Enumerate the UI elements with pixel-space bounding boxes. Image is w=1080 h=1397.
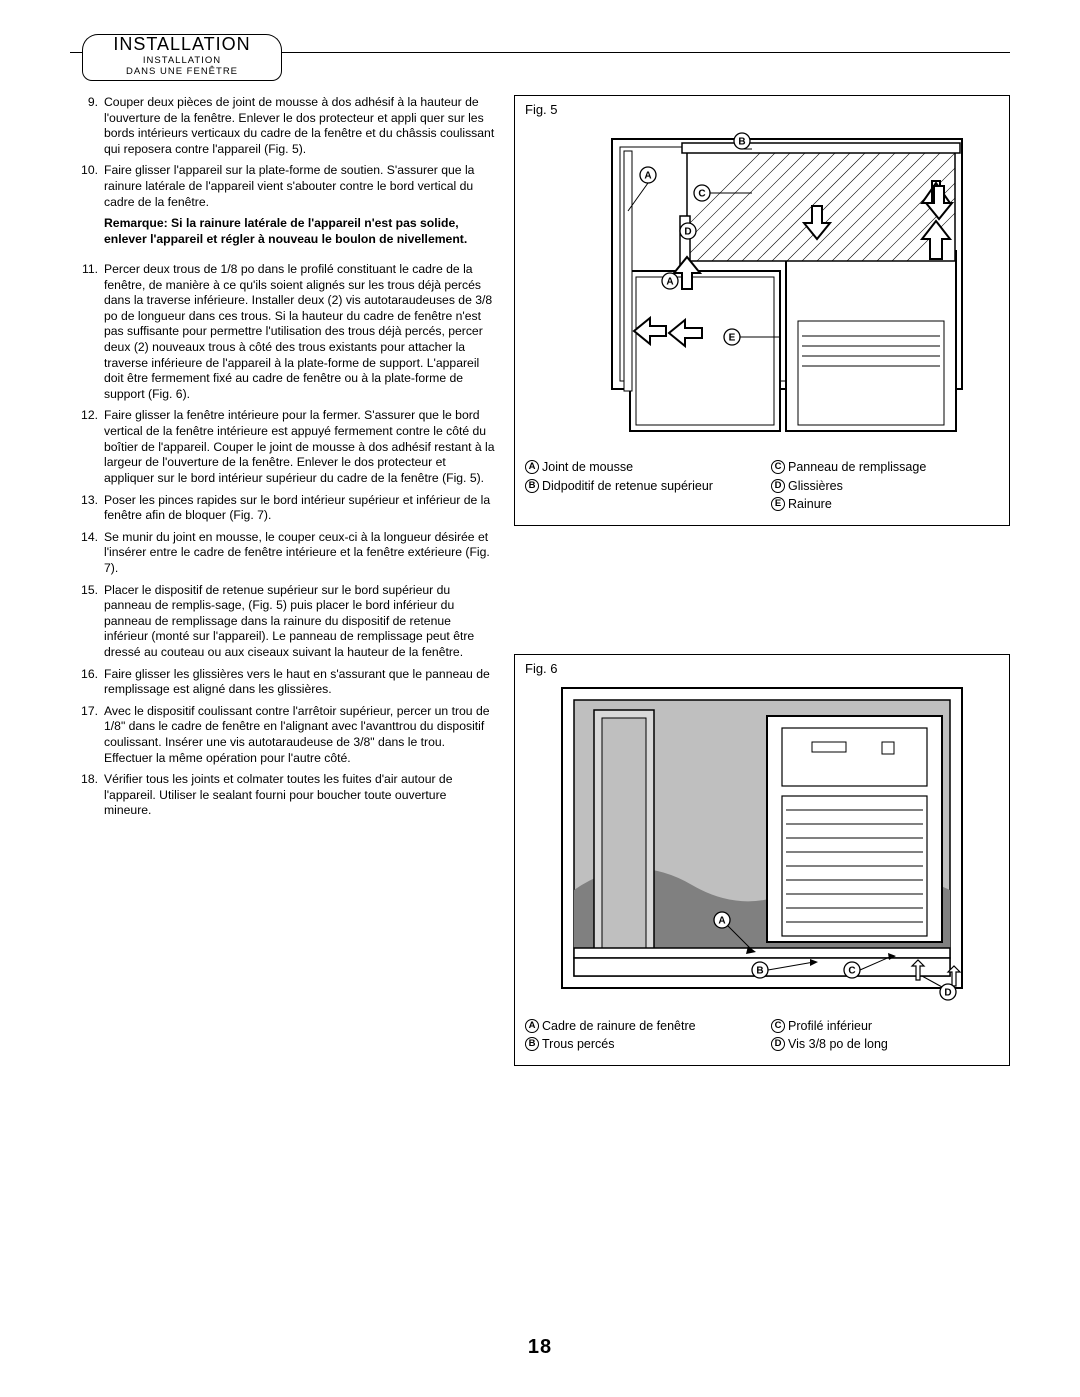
figure-5: Fig. 5 xyxy=(514,95,1010,526)
svg-text:A: A xyxy=(666,277,673,288)
legend-key-icon: C xyxy=(771,460,785,474)
step-text: Faire glisser l'appareil sur la plate-fo… xyxy=(104,163,496,210)
legend-key-icon: E xyxy=(771,497,785,511)
legend-text: Didpoditif de retenue supérieur xyxy=(542,478,713,496)
step-item: 18.Vérifier tous les joints et colmater … xyxy=(78,772,496,819)
figures-column: Fig. 5 xyxy=(514,95,1010,1094)
svg-text:C: C xyxy=(848,965,855,976)
legend-key-icon: B xyxy=(525,479,539,493)
step-number: 17. xyxy=(78,704,104,766)
step-number: 18. xyxy=(78,772,104,819)
svg-text:E: E xyxy=(729,333,736,344)
instructions-column: 9.Couper deux pièces de joint de mousse … xyxy=(78,95,496,1094)
legend-item: CPanneau de remplissage xyxy=(771,459,999,477)
steps-list-a: 9.Couper deux pièces de joint de mousse … xyxy=(78,95,496,210)
step-number: 14. xyxy=(78,530,104,577)
step-text: Se munir du joint en mousse, le couper c… xyxy=(104,530,496,577)
figure-5-legend: AJoint de mousseBDidpoditif de retenue s… xyxy=(525,459,999,515)
step-item: 12.Faire glisser la fenêtre intérieure p… xyxy=(78,408,496,486)
step-number: 9. xyxy=(78,95,104,157)
step-item: 16.Faire glisser les glissières vers le … xyxy=(78,667,496,698)
legend-key-icon: D xyxy=(771,479,785,493)
svg-text:D: D xyxy=(684,227,691,238)
svg-text:B: B xyxy=(756,965,763,976)
legend-item: AJoint de mousse xyxy=(525,459,753,477)
legend-item: BDidpoditif de retenue supérieur xyxy=(525,478,753,496)
section-title: INSTALLATION xyxy=(82,34,282,55)
legend-text: Glissières xyxy=(788,478,843,496)
step-text: Poser les pinces rapides sur le bord int… xyxy=(104,493,496,524)
step-text: Couper deux pièces de joint de mousse à … xyxy=(104,95,496,157)
step-text: Avec le dispositif coulissant contre l'a… xyxy=(104,704,496,766)
figure-6: Fig. 6 xyxy=(514,654,1010,1066)
svg-text:A: A xyxy=(718,915,725,926)
legend-text: Panneau de remplissage xyxy=(788,459,926,477)
legend-item: DGlissières xyxy=(771,478,999,496)
legend-item: ACadre de rainure de fenêtre xyxy=(525,1018,753,1036)
legend-key-icon: C xyxy=(771,1019,785,1033)
legend-text: Trous percés xyxy=(542,1036,614,1054)
step-item: 13.Poser les pinces rapides sur le bord … xyxy=(78,493,496,524)
step-number: 11. xyxy=(78,262,104,402)
step-text: Vérifier tous les joints et colmater tou… xyxy=(104,772,496,819)
step-item: 17.Avec le dispositif coulissant contre … xyxy=(78,704,496,766)
legend-item: ERainure xyxy=(771,496,999,514)
step-text: Faire glisser la fenêtre intérieure pour… xyxy=(104,408,496,486)
legend-text: Profilé inférieur xyxy=(788,1018,872,1036)
legend-key-icon: A xyxy=(525,460,539,474)
svg-text:B: B xyxy=(738,137,745,148)
step-number: 15. xyxy=(78,583,104,661)
legend-key-icon: A xyxy=(525,1019,539,1033)
step-text: Faire glisser les glissières vers le hau… xyxy=(104,667,496,698)
step-item: 9.Couper deux pièces de joint de mousse … xyxy=(78,95,496,157)
section-subtitle: INSTALLATION DANS UNE FENÊTRE xyxy=(82,55,282,81)
figure-6-diagram: A B C D xyxy=(552,680,972,1010)
legend-text: Joint de mousse xyxy=(542,459,633,477)
legend-text: Rainure xyxy=(788,496,832,514)
figure-5-diagram: A B C D A E xyxy=(552,121,972,451)
step-item: 14.Se munir du joint en mousse, le coupe… xyxy=(78,530,496,577)
figure-6-label: Fig. 6 xyxy=(525,661,999,676)
step-number: 16. xyxy=(78,667,104,698)
section-tab: INSTALLATION INSTALLATION DANS UNE FENÊT… xyxy=(82,34,282,81)
legend-item: CProfilé inférieur xyxy=(771,1018,999,1036)
legend-key-icon: B xyxy=(525,1037,539,1051)
figure-5-label: Fig. 5 xyxy=(525,102,999,117)
step-number: 13. xyxy=(78,493,104,524)
legend-item: DVis 3/8 po de long xyxy=(771,1036,999,1054)
svg-text:D: D xyxy=(944,987,951,998)
legend-item: BTrous percés xyxy=(525,1036,753,1054)
step-text: Placer le dispositif de retenue supérieu… xyxy=(104,583,496,661)
legend-key-icon: D xyxy=(771,1037,785,1051)
step-text: Percer deux trous de 1/8 po dans le prof… xyxy=(104,262,496,402)
legend-text: Cadre de rainure de fenêtre xyxy=(542,1018,696,1036)
step-item: 10.Faire glisser l'appareil sur la plate… xyxy=(78,163,496,210)
step-item: 11.Percer deux trous de 1/8 po dans le p… xyxy=(78,262,496,402)
steps-list-b: 11.Percer deux trous de 1/8 po dans le p… xyxy=(78,262,496,819)
svg-text:C: C xyxy=(698,189,705,200)
svg-text:A: A xyxy=(644,171,651,182)
figure-6-legend: ACadre de rainure de fenêtreBTrous percé… xyxy=(525,1018,999,1055)
remark-text: Remarque: Si la rainure latérale de l'ap… xyxy=(104,216,496,248)
step-number: 12. xyxy=(78,408,104,486)
step-number: 10. xyxy=(78,163,104,210)
step-item: 15.Placer le dispositif de retenue supér… xyxy=(78,583,496,661)
page-number: 18 xyxy=(0,1336,1080,1359)
legend-text: Vis 3/8 po de long xyxy=(788,1036,888,1054)
